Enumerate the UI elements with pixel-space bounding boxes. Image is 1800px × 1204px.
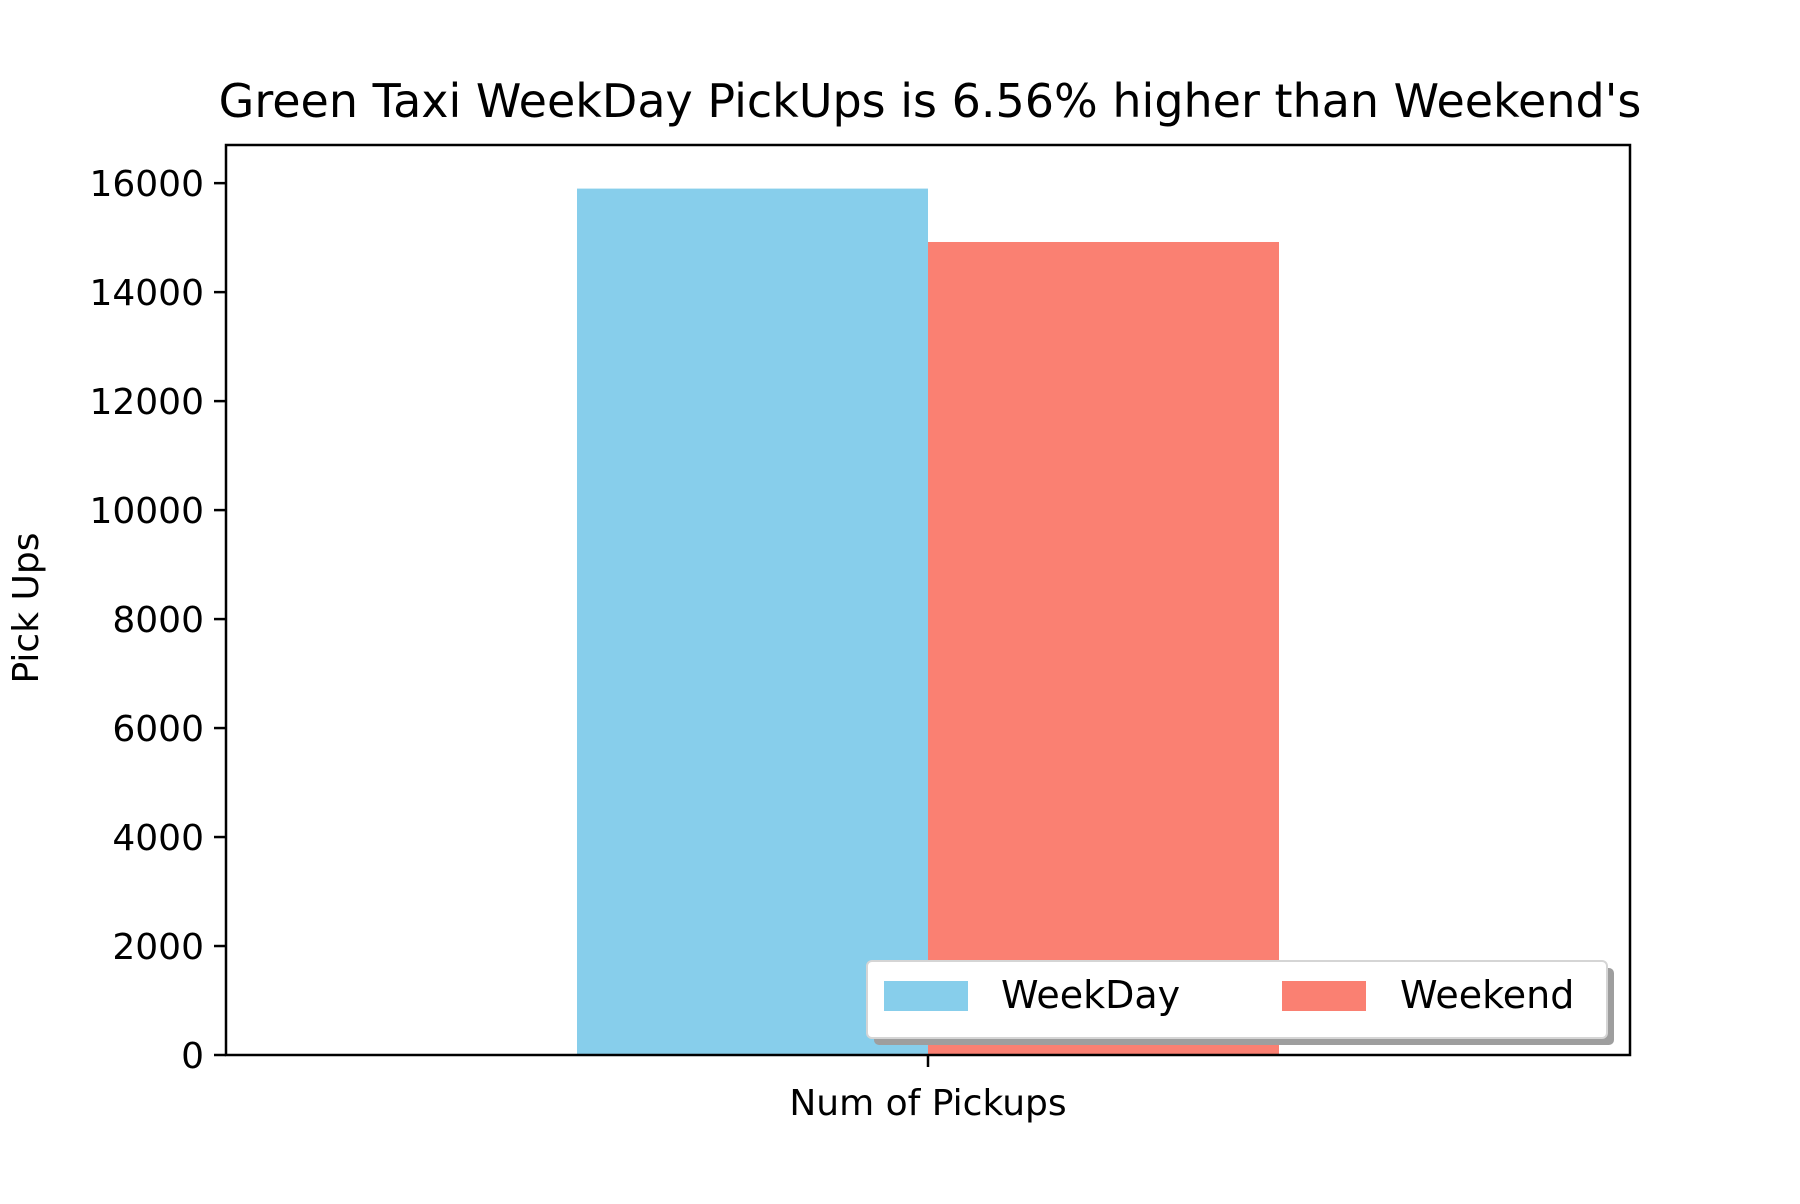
bar-weekday [577,188,928,1055]
y-tick-label: 16000 [89,164,204,205]
y-axis-label: Pick Ups [6,533,47,684]
x-tick-label: Num of Pickups [789,1083,1066,1124]
y-tick-label: 10000 [89,491,204,532]
legend-swatch-weekend [1282,981,1366,1011]
y-tick-label: 12000 [89,382,204,423]
plot-frame [224,143,1632,1057]
legend-label-weekend: Weekend [1400,973,1574,1017]
legend-swatch-weekday [884,981,968,1011]
y-tick-label: 6000 [112,709,204,750]
legend-label-weekday: WeekDay [1001,973,1180,1017]
legend-box [866,960,1608,1039]
y-tick-label: 8000 [112,600,204,641]
y-tick-label: 4000 [112,818,204,859]
bars-group [577,188,1279,1055]
chart-title: Green Taxi WeekDay PickUps is 6.56% high… [219,74,1642,128]
legend: WeekDay Weekend [866,960,1614,1045]
bar-weekend [928,241,1279,1055]
x-axis-ticks: Num of Pickups [789,1055,1067,1124]
y-tick-label: 14000 [89,273,204,314]
y-tick-label: 2000 [112,927,204,968]
y-axis-ticks: 0 2000 4000 6000 8000 10000 12000 14000 16000 [89,164,226,1077]
y-tick-label: 0 [181,1036,204,1077]
